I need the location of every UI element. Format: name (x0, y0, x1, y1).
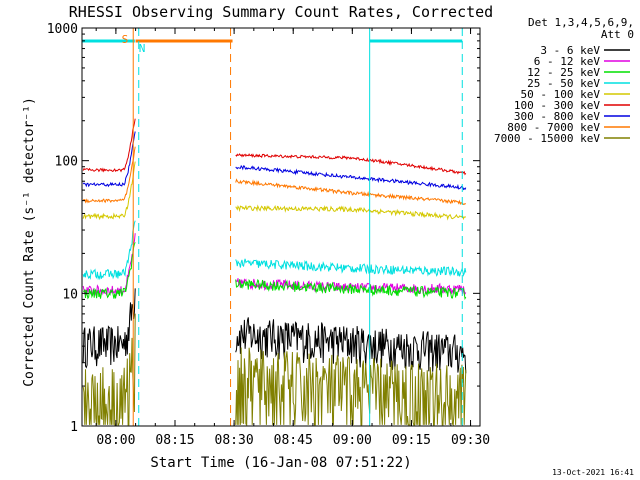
axes-frame (81, 27, 481, 427)
series-line-100-300-keV-post-gap (235, 153, 467, 176)
x-tick-label-0915: 09:15 (392, 433, 431, 448)
legend-label-3-6-keV: 3 - 6 keV (540, 44, 600, 57)
series-line-3-6-keV-pre-gap (82, 288, 136, 369)
series-line-12-25-keV-pre-gap (83, 242, 136, 300)
series-line-25-50-keV-pre-gap (82, 220, 136, 281)
series-line-300-800-keV-pre-gap (82, 131, 136, 188)
legend-label-100-300-keV: 100 - 300 keV (514, 99, 600, 112)
series-line-3-6-keV-post-gap (235, 317, 467, 374)
x-tick-label-0845: 08:45 (274, 433, 313, 448)
series-line-800-7000-keV-pre-gap (83, 146, 136, 204)
x-tick-label-0815: 08:15 (155, 433, 194, 448)
series-line-300-800-keV-post-gap (235, 164, 467, 191)
legend-label-300-800-keV: 300 - 800 keV (514, 110, 600, 123)
series-line-100-300-keV-pre-gap (82, 118, 136, 173)
flag-label-s: S (122, 33, 129, 46)
footer-timestamp: 13-Oct-2021 16:41 (552, 468, 634, 477)
legend-header-line-1: Det 1,3,4,5,6,9, (528, 16, 634, 29)
legend-label-25-50-keV: 25 - 50 keV (527, 77, 600, 90)
legend-label-7000-15000-keV: 7000 - 15000 keV (494, 132, 600, 145)
series-line-800-7000-keV-post-gap (235, 178, 467, 206)
series-line-50-100-keV-post-gap (235, 204, 467, 221)
y-axis-label: Corrected Count Rate (s⁻¹ detector⁻¹) (22, 97, 37, 387)
y-tick-label-10: 10 (62, 287, 78, 302)
y-tick-label-100: 100 (55, 155, 78, 170)
series-line-6-12-keV-pre-gap (82, 233, 136, 297)
flag-label-n: N (139, 42, 146, 55)
x-axis-label: Start Time (16-Jan-08 07:51:22) (150, 455, 411, 471)
x-tick-label-0900: 09:00 (333, 433, 372, 448)
legend-header-line-2: Att 0 (601, 28, 634, 41)
x-tick-label-0830: 08:30 (215, 433, 254, 448)
legend-label-50-100-keV: 50 - 100 keV (521, 88, 601, 101)
y-tick-label-1000: 1000 (47, 22, 78, 37)
legend-label-6-12-keV: 6 - 12 keV (534, 55, 601, 68)
x-tick-label-0800: 08:00 (96, 433, 135, 448)
series-line-7000-15000-keV-post-gap (235, 347, 467, 427)
legend-label-12-25-keV: 12 - 25 keV (527, 66, 600, 79)
series-line-50-100-keV-pre-gap (82, 161, 136, 221)
x-tick-label-0930: 09:30 (451, 433, 490, 448)
legend-label-800-7000-keV: 800 - 7000 keV (507, 121, 600, 134)
chart-title: RHESSI Observing Summary Count Rates, Co… (69, 3, 493, 21)
series-line-12-25-keV-post-gap (235, 278, 467, 300)
plot-area: SN 08:00 08:15 08:30 08:45 09:00 09:15 09:30 1 10… (47, 22, 490, 448)
series-line-7000-15000-keV-pre-gap (82, 313, 136, 426)
series-line-25-50-keV-post-gap (235, 258, 467, 277)
y-tick-label-1: 1 (70, 420, 78, 435)
